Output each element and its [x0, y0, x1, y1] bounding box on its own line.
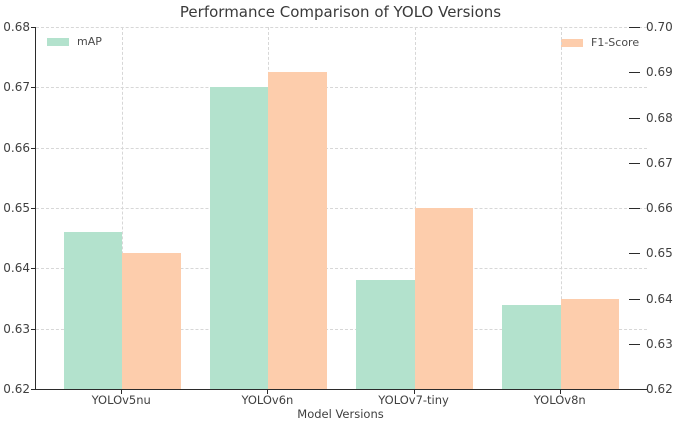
x-tick-label: YOLOv6n — [241, 393, 294, 407]
right-tick-label: 0.70 — [646, 20, 673, 34]
map-legend-swatch — [47, 37, 69, 46]
right-tick-label: 0.66 — [646, 201, 673, 215]
h-gridline — [36, 27, 647, 28]
bar-f1 — [560, 298, 620, 389]
right-tick-label: 0.69 — [646, 65, 673, 80]
left-tick-mark — [31, 87, 35, 89]
left-tick-mark — [31, 268, 35, 270]
map-legend-label: mAP — [77, 35, 102, 48]
x-tick-mark — [559, 390, 561, 394]
bar-map — [63, 232, 123, 389]
left-tick-mark — [31, 27, 35, 28]
bar-map — [209, 87, 269, 389]
legend-f1: F1-Score — [561, 36, 639, 49]
legend-map: mAP — [47, 35, 102, 48]
h-gridline — [36, 87, 647, 89]
right-tick-mark — [629, 72, 640, 74]
h-gridline — [36, 208, 647, 209]
left-tick-label: 0.65 — [3, 201, 30, 215]
right-tick-label: 0.65 — [646, 246, 673, 261]
right-tick-label: 0.67 — [646, 155, 673, 170]
left-tick-label: 0.66 — [3, 140, 30, 155]
x-tick-mark — [413, 390, 415, 394]
v-gridline — [560, 27, 562, 389]
h-gridline — [36, 328, 647, 330]
bar-map — [356, 280, 415, 389]
right-tick-label: 0.63 — [646, 336, 673, 351]
bar-map — [502, 304, 561, 389]
right-tick-label: 0.62 — [646, 382, 673, 396]
x-axis-label: Model Versions — [297, 407, 384, 421]
left-tick-label: 0.67 — [3, 80, 30, 95]
left-tick-mark — [31, 208, 35, 209]
left-tick-mark — [31, 389, 35, 390]
right-tick-mark — [629, 253, 640, 255]
x-tick-label: YOLOv7-tiny — [378, 393, 449, 407]
chart-title: Performance Comparison of YOLO Versions — [179, 3, 502, 21]
h-gridline — [36, 147, 647, 149]
f1-legend-label: F1-Score — [591, 36, 640, 49]
bar-f1 — [122, 253, 181, 389]
left-tick-label: 0.63 — [3, 321, 30, 336]
left-tick-label: 0.62 — [3, 382, 30, 396]
bar-f1 — [414, 208, 474, 389]
f1-legend-swatch — [561, 38, 583, 47]
bar-f1 — [268, 72, 327, 389]
right-tick-mark — [629, 208, 640, 209]
left-tick-mark — [31, 147, 35, 149]
v-gridline — [122, 27, 124, 389]
x-tick-mark — [121, 390, 123, 394]
right-tick-mark — [629, 117, 640, 119]
left-tick-label: 0.68 — [3, 20, 30, 34]
right-tick-mark — [629, 389, 640, 390]
right-tick-mark — [629, 27, 640, 28]
left-tick-label: 0.64 — [3, 261, 30, 276]
right-tick-label: 0.64 — [646, 291, 673, 306]
x-tick-label: YOLOv5nu — [91, 393, 151, 407]
plot-area: mAP F1-Score — [35, 27, 647, 390]
left-tick-mark — [31, 328, 35, 330]
right-tick-mark — [629, 162, 640, 164]
x-tick-mark — [267, 390, 269, 394]
right-tick-label: 0.68 — [646, 110, 673, 125]
right-tick-mark — [629, 298, 640, 300]
h-gridline — [36, 268, 647, 270]
x-tick-label: YOLOv8n — [533, 393, 586, 407]
right-tick-mark — [629, 343, 640, 345]
